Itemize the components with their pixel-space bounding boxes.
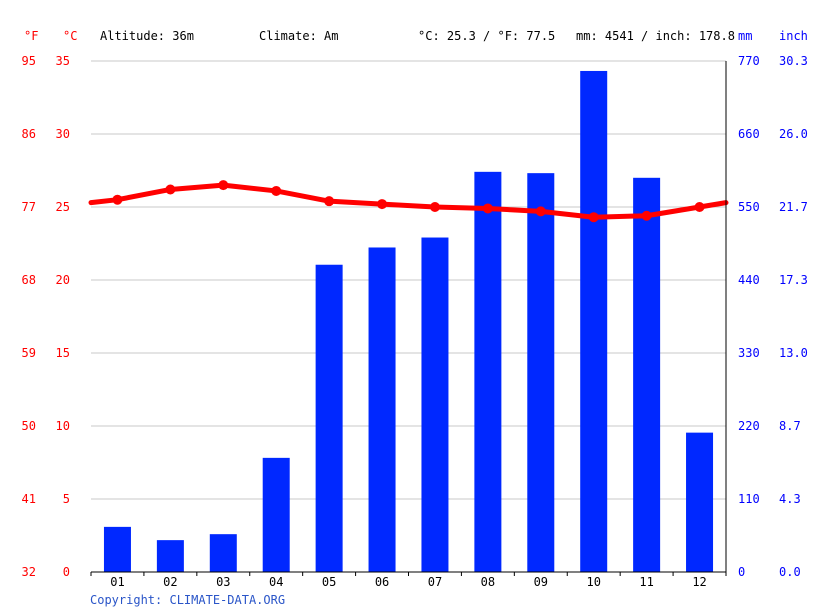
temperature-point xyxy=(694,202,705,212)
axes xyxy=(90,61,727,576)
fahrenheit-tick-label: 68 xyxy=(22,273,36,287)
celsius-tick-label: 15 xyxy=(56,346,70,360)
precipitation-bar xyxy=(209,534,237,572)
inch-tick-label: 0.0 xyxy=(779,565,801,579)
mm-tick-label: 110 xyxy=(738,492,760,506)
temperature-line-path xyxy=(88,182,729,220)
copyright-text: Copyright: CLIMATE-DATA.ORG xyxy=(90,593,285,607)
temperature-point xyxy=(641,210,652,221)
precipitation-bar xyxy=(262,457,290,572)
celsius-tick-label: 0 xyxy=(63,565,70,579)
precipitation-bar xyxy=(315,264,343,572)
temperature-point xyxy=(535,206,546,217)
mm-tick-label: 660 xyxy=(738,127,760,141)
celsius-tick-label: 10 xyxy=(56,419,70,433)
month-tick-label: 07 xyxy=(428,575,442,589)
mm-tick-label: 770 xyxy=(738,54,760,68)
mm-tick-label: 330 xyxy=(738,346,760,360)
month-tick-label: 09 xyxy=(534,575,548,589)
fahrenheit-tick-label: 59 xyxy=(22,346,36,360)
precipitation-bar xyxy=(633,177,661,573)
inch-tick-label: 4.3 xyxy=(779,492,801,506)
month-tick-label: 01 xyxy=(110,575,124,589)
month-tick-label: 04 xyxy=(269,575,283,589)
celsius-tick-label: 20 xyxy=(56,273,70,287)
precipitation-bar xyxy=(103,526,131,572)
precipitation-bar xyxy=(686,432,714,572)
mm-tick-label: 550 xyxy=(738,200,760,214)
month-tick-label: 03 xyxy=(216,575,230,589)
fahrenheit-tick-label: 95 xyxy=(22,54,36,68)
temperature-summary: °C: 25.3 / °F: 77.5 xyxy=(418,29,555,43)
inch-tick-label: 30.3 xyxy=(779,54,808,68)
mm-tick-label: 220 xyxy=(738,419,760,433)
inch-tick-label: 21.7 xyxy=(779,200,808,214)
month-tick-label: 11 xyxy=(639,575,653,589)
celsius-tick-label: 30 xyxy=(56,127,70,141)
unit-mm-label: mm xyxy=(738,29,752,43)
month-tick-label: 05 xyxy=(322,575,336,589)
inch-tick-label: 17.3 xyxy=(779,273,808,287)
temperature-point xyxy=(588,212,599,223)
altitude-label: Altitude: 36m xyxy=(100,29,194,43)
precipitation-bar xyxy=(156,540,184,572)
precipitation-bar xyxy=(580,70,608,573)
temperature-line xyxy=(88,180,729,223)
month-tick-label: 12 xyxy=(692,575,706,589)
precipitation-bars xyxy=(103,70,714,573)
grid-lines xyxy=(91,60,726,500)
fahrenheit-tick-label: 50 xyxy=(22,419,36,433)
month-tick-label: 06 xyxy=(375,575,389,589)
inch-tick-label: 26.0 xyxy=(779,127,808,141)
unit-inch-label: inch xyxy=(779,29,808,43)
temperature-point xyxy=(429,202,440,212)
tick-labels: 32 0 0 0.0 41 5 110 4.3 50 10 220 8.7 59 15 330 13.0 68 2… xyxy=(22,54,808,589)
fahrenheit-tick-label: 77 xyxy=(22,200,36,214)
precipitation-summary: mm: 4541 / inch: 178.8 xyxy=(576,29,735,43)
temperature-point xyxy=(271,185,282,196)
temperature-point xyxy=(324,196,335,207)
celsius-tick-label: 35 xyxy=(56,54,70,68)
precipitation-bar xyxy=(474,171,502,572)
precipitation-bar xyxy=(421,237,449,572)
inch-tick-label: 13.0 xyxy=(779,346,808,360)
month-tick-label: 10 xyxy=(586,575,600,589)
mm-tick-label: 0 xyxy=(738,565,745,579)
unit-fahrenheit-label: °F xyxy=(24,29,38,43)
celsius-tick-label: 25 xyxy=(56,200,70,214)
fahrenheit-tick-label: 32 xyxy=(22,565,36,579)
climate-label: Climate: Am xyxy=(259,29,338,43)
month-tick-label: 02 xyxy=(163,575,177,589)
unit-celsius-label: °C xyxy=(63,29,77,43)
fahrenheit-tick-label: 86 xyxy=(22,127,36,141)
temperature-point xyxy=(218,180,229,191)
mm-tick-label: 440 xyxy=(738,273,760,287)
temperature-point xyxy=(377,199,388,210)
temperature-point xyxy=(482,203,493,214)
month-tick-label: 08 xyxy=(481,575,495,589)
precipitation-bar xyxy=(368,247,396,572)
celsius-tick-label: 5 xyxy=(63,492,70,506)
temperature-point xyxy=(165,184,176,195)
precipitation-bar xyxy=(527,173,555,572)
temperature-point xyxy=(112,194,123,205)
fahrenheit-tick-label: 41 xyxy=(22,492,36,506)
inch-tick-label: 8.7 xyxy=(779,419,801,433)
